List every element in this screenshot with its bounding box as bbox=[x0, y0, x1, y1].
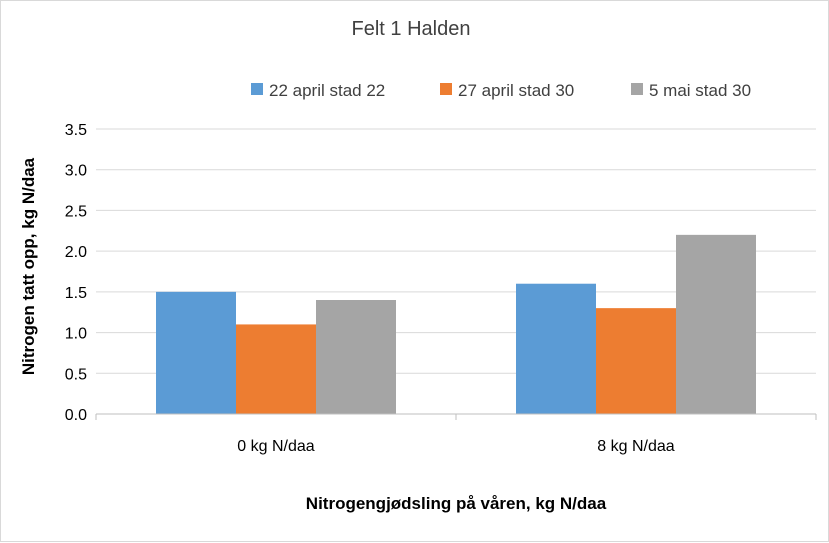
legend-swatch bbox=[251, 83, 263, 95]
y-tick-label: 1.0 bbox=[65, 326, 87, 343]
y-tick-labels: 0.0 0.5 1.0 1.5 2.0 2.5 3.0 3.5 bbox=[65, 122, 87, 424]
x-tick-label: 8 kg N/daa bbox=[597, 438, 674, 455]
x-tick-labels: 0 kg N/daa 8 kg N/daa bbox=[95, 414, 817, 455]
legend-label: 22 april stad 22 bbox=[269, 81, 385, 100]
legend-label: 5 mai stad 30 bbox=[649, 81, 751, 100]
x-tick-label: 0 kg N/daa bbox=[237, 438, 314, 455]
bar bbox=[156, 291, 236, 414]
bar bbox=[676, 234, 756, 414]
bar bbox=[316, 300, 396, 414]
legend-swatch bbox=[631, 83, 643, 95]
legend-label: 27 april stad 30 bbox=[458, 81, 574, 100]
y-tick-label: 2.0 bbox=[65, 244, 87, 261]
legend-swatch bbox=[440, 83, 452, 95]
y-tick-label: 3.5 bbox=[65, 122, 87, 139]
bar bbox=[236, 324, 316, 414]
y-axis-title: Nitrogen tatt opp, kg N/daa bbox=[19, 157, 38, 375]
y-tick-label: 0.0 bbox=[65, 407, 87, 424]
y-tick-label: 1.5 bbox=[65, 285, 87, 302]
bars bbox=[156, 234, 756, 414]
y-tick-label: 0.5 bbox=[65, 366, 87, 383]
y-tick-label: 3.0 bbox=[65, 163, 87, 180]
x-axis-title: Nitrogengjødsling på våren, kg N/daa bbox=[306, 494, 607, 513]
bar bbox=[516, 283, 596, 414]
legend: 22 april stad 22 27 april stad 30 5 mai st… bbox=[251, 81, 751, 100]
y-tick-label: 2.5 bbox=[65, 203, 87, 220]
bar bbox=[596, 308, 676, 414]
chart-title: Felt 1 Halden bbox=[352, 18, 471, 40]
